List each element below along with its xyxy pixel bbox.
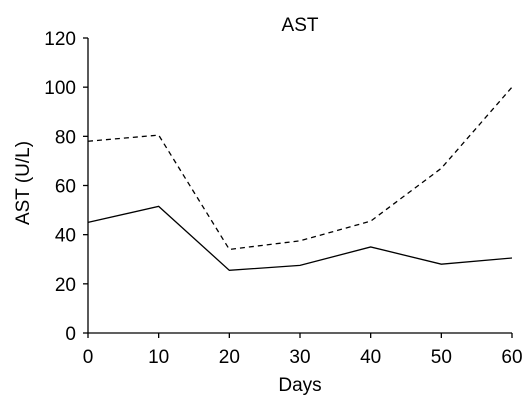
x-tick-label: 0 bbox=[83, 347, 94, 368]
data-series bbox=[87, 86, 513, 271]
x-axis-label: Days bbox=[278, 375, 321, 396]
chart-title: AST bbox=[282, 15, 319, 36]
y-axis-label: AST (U/L) bbox=[13, 141, 34, 225]
x-tick-label: 10 bbox=[148, 347, 169, 368]
y-tick-label: 20 bbox=[55, 275, 76, 296]
y-tick-label: 80 bbox=[55, 127, 76, 148]
y-tick-label: 100 bbox=[44, 78, 76, 99]
x-tick-label: 30 bbox=[289, 347, 310, 368]
axes bbox=[87, 38, 512, 334]
x-tick-label: 20 bbox=[219, 347, 240, 368]
series-line-dashed bbox=[87, 86, 513, 251]
series-line-solid bbox=[87, 205, 513, 271]
y-tick-label: 40 bbox=[55, 226, 76, 247]
x-tick-label: 50 bbox=[431, 347, 452, 368]
y-tick-label: 120 bbox=[44, 29, 76, 50]
axis-ticks: 0 10 20 30 40 50 60 0 20 40 60 80 100 120 bbox=[44, 29, 522, 368]
y-tick-label: 0 bbox=[65, 324, 76, 345]
y-tick-label: 60 bbox=[55, 177, 76, 198]
x-tick-label: 60 bbox=[501, 347, 522, 368]
x-tick-label: 40 bbox=[360, 347, 381, 368]
